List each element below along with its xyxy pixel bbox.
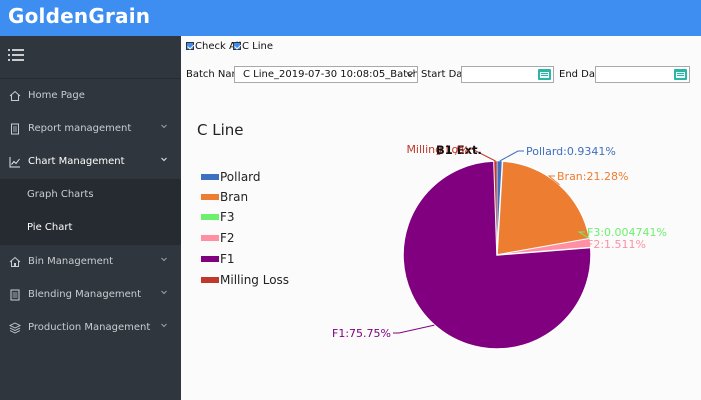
- sidebar-item-label: Chart Management: [28, 156, 125, 167]
- sidebar-item-label: Report management: [28, 123, 132, 134]
- sidebar-item-blending-management[interactable]: Blending Management: [0, 279, 181, 312]
- pie-data-label: F1:75.75%: [332, 327, 391, 340]
- check-all-checkbox[interactable]: Check All: [186, 41, 241, 52]
- sidebar: Home Page Report management Chart Manage…: [0, 36, 181, 400]
- sidebar-item-production-management[interactable]: Production Management: [0, 312, 181, 345]
- sidebar-item-label: Bin Management: [28, 256, 114, 267]
- c-line-label: C Line: [242, 41, 274, 52]
- sidebar-item-home[interactable]: Home Page: [0, 80, 181, 113]
- sidebar-item-bin-management[interactable]: Bin Management: [0, 246, 181, 279]
- batch-name-value: C Line_2019-07-30 10:08:05_Batch Report: [243, 69, 418, 80]
- pie-leader-line: [499, 150, 524, 162]
- legend-label: Pollard: [220, 170, 261, 184]
- pie-data-label: Milling Los: [406, 143, 464, 156]
- pie-leader-line: [547, 175, 560, 186]
- pie-leader-line: [393, 324, 435, 334]
- blend-icon: [10, 289, 20, 301]
- checkbox-checked-icon: [186, 42, 194, 50]
- checkbox-checked-icon: [233, 42, 241, 50]
- layers-icon: [9, 322, 21, 334]
- pie-leader-line: [577, 231, 590, 240]
- sidebar-subitem-label: Graph Charts: [27, 189, 94, 200]
- home-icon: [9, 90, 21, 101]
- pie-chart: Pollard:0.9341% Bran:21.28% F3:0.004741%F2…: [332, 143, 667, 350]
- start-date-label: Start Date: [421, 69, 473, 80]
- pie-leader-line: [578, 242, 591, 245]
- c-line-checkbox[interactable]: C Line: [233, 41, 273, 52]
- legend-label: F2: [220, 231, 235, 245]
- start-date-input[interactable]: [461, 66, 554, 83]
- pie-data-label: F2:1.511%: [587, 238, 646, 251]
- document-icon: [11, 123, 19, 135]
- legend-label: F1: [220, 252, 235, 266]
- chevron-down-icon: [161, 323, 167, 328]
- legend-swatch: [201, 235, 219, 241]
- batch-name-label: Batch Name: [186, 69, 248, 80]
- brand-logo[interactable]: GoldenGrain: [8, 4, 151, 28]
- legend-label: Bran: [220, 190, 249, 204]
- pie-overlay-label: B1 Ext.: [436, 143, 482, 157]
- pie-data-label: Pollard:0.9341%: [526, 145, 616, 158]
- batch-name-select[interactable]: C Line_2019-07-30 10:08:05_Batch Report: [234, 66, 418, 83]
- sidebar-item-report-management[interactable]: Report management: [0, 113, 181, 146]
- check-all-label: Check All: [195, 41, 242, 52]
- sidebar-item-chart-management[interactable]: Chart Management: [0, 146, 181, 179]
- pie-leader-line: [466, 148, 496, 162]
- pie-data-label: F3:0.004741%: [587, 226, 667, 239]
- sidebar-subitem-pie-chart[interactable]: Pie Chart: [0, 212, 181, 245]
- calendar-icon[interactable]: [674, 69, 687, 80]
- main-content: Check All C Line Batch Name C Line_2019-…: [181, 36, 701, 400]
- legend-swatch: [201, 256, 219, 262]
- legend-swatch: [201, 277, 219, 283]
- sidebar-divider: [0, 78, 181, 79]
- bin-icon: [9, 256, 21, 267]
- sidebar-item-label: Blending Management: [28, 289, 141, 300]
- legend-label: Milling Loss: [220, 273, 290, 287]
- chart-title: C Line: [197, 121, 244, 139]
- top-bar: GoldenGrain: [0, 0, 701, 36]
- sidebar-subitem-label: Pie Chart: [27, 222, 73, 233]
- chevron-down-icon: [161, 257, 167, 262]
- sidebar-item-label: Home Page: [28, 90, 85, 101]
- chevron-down-icon: [406, 72, 414, 77]
- chevron-down-icon: [161, 290, 167, 295]
- pie-data-label: Bran:21.28%: [557, 170, 628, 183]
- legend-label: F3: [220, 210, 235, 224]
- sidebar-subitem-graph-charts[interactable]: Graph Charts: [0, 179, 181, 212]
- chevron-down-icon: [161, 124, 167, 129]
- end-date-input[interactable]: [595, 66, 690, 83]
- sidebar-item-label: Production Management: [28, 322, 151, 333]
- pie-overlay-suffix: /%: [455, 144, 469, 157]
- line-chart-icon: [9, 157, 20, 168]
- legend-swatch: [201, 174, 219, 180]
- calendar-icon[interactable]: [538, 69, 551, 80]
- hamburger-menu-icon[interactable]: [8, 47, 25, 65]
- legend-swatch: [201, 194, 219, 200]
- chevron-down-icon: [161, 157, 167, 162]
- legend-swatch: [201, 214, 219, 220]
- end-date-label: End Date: [559, 69, 606, 80]
